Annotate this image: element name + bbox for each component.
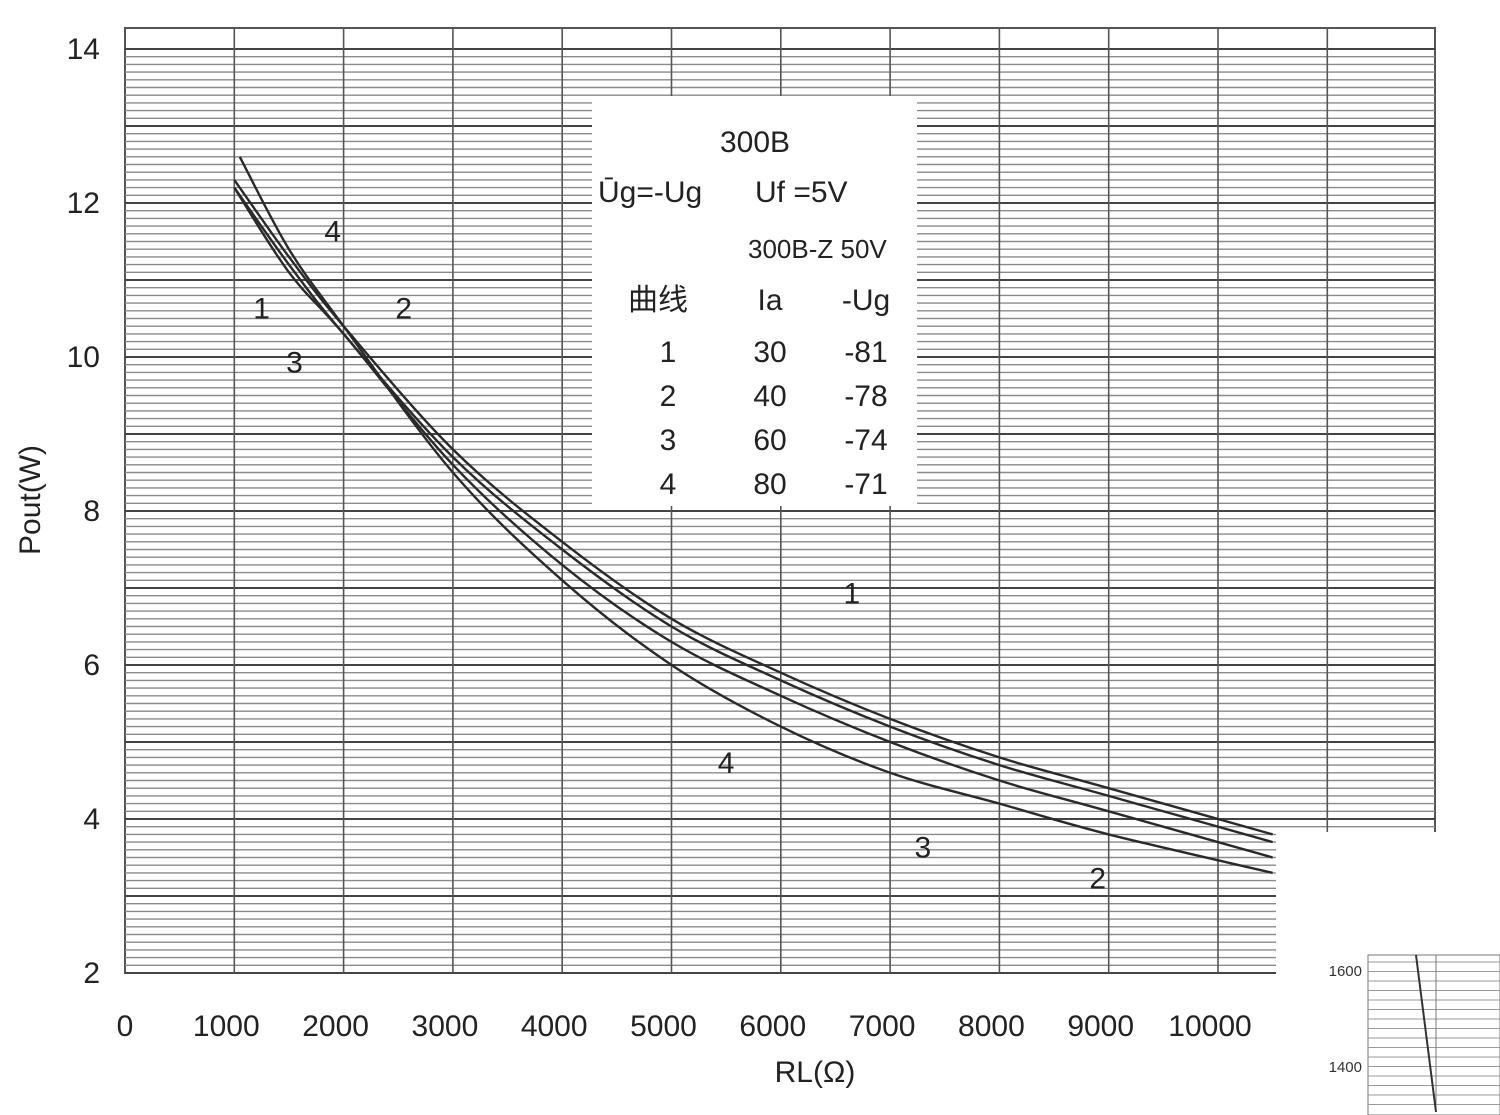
x-tick-label: 8000 [958, 1010, 1025, 1043]
inset-curve [1415, 954, 1437, 1113]
legend-column-header: Ia [757, 284, 782, 317]
legend-condition-1: Ūg=-Ug [598, 176, 702, 209]
x-tick-label: 9000 [1067, 1010, 1134, 1043]
legend-cell: 40 [753, 380, 786, 413]
legend-box [592, 96, 917, 506]
inset-tick-1600: 1600 [1329, 963, 1362, 980]
series-lines [233, 156, 1273, 875]
curve-label: 3 [286, 346, 303, 379]
legend-cell: -71 [844, 468, 887, 501]
curve-label: 3 [915, 832, 932, 865]
x-tick-label: 6000 [739, 1010, 806, 1043]
inset-frame [1367, 954, 1500, 1115]
y-tick-label: 6 [83, 649, 100, 682]
legend-cell: 4 [660, 468, 677, 501]
legend-cell: -78 [844, 380, 887, 413]
y-tick-labels: 2 4 6 8 10 12 14 [67, 33, 100, 990]
legend-table: 曲线 Ia -Ug 1 30 -81 2 40 -78 3 60 -74 4 80 -71 [628, 283, 890, 501]
x-axis-label: RL(Ω) [775, 1056, 856, 1089]
x-tick-label: 2000 [302, 1010, 369, 1043]
x-tick-label: 5000 [630, 1010, 697, 1043]
inset-grid [1368, 955, 1500, 1112]
x-tick-label: 4000 [521, 1010, 588, 1043]
curve-label: 1 [253, 293, 270, 326]
y-tick-label: 2 [83, 957, 100, 990]
curve-label: 4 [324, 216, 341, 249]
legend-condition-2: Uf =5V [755, 176, 848, 209]
y-tick-label: 10 [67, 341, 100, 374]
legend-condition-3: 300B-Z 50V [748, 234, 887, 264]
legend-cell: -74 [844, 424, 887, 457]
legend-cell: 1 [660, 336, 677, 369]
y-tick-label: 8 [83, 495, 100, 528]
x-tick-label: 7000 [849, 1010, 916, 1043]
legend-tube: 300B [720, 126, 790, 159]
legend: 300B Ūg=-Ug Uf =5V 300B-Z 50V 曲线 Ia -Ug 1 30… [592, 96, 917, 506]
curve-label: 4 [718, 747, 735, 780]
series-line-4 [238, 156, 1273, 875]
x-tick-label: 10000 [1168, 1010, 1251, 1043]
x-tick-label: 3000 [412, 1010, 479, 1043]
y-tick-label: 4 [83, 803, 100, 836]
curve-label: 2 [395, 293, 412, 326]
curve-label: 1 [844, 577, 861, 610]
legend-column-header: 曲线 [628, 283, 688, 318]
legend-cell: 60 [753, 424, 786, 457]
legend-cell: 30 [753, 336, 786, 369]
y-axis-label: Pout(W) [14, 445, 47, 555]
legend-cell: -81 [844, 336, 887, 369]
curve-label: 2 [1089, 862, 1106, 895]
x-tick-label: 0 [117, 1010, 134, 1043]
x-tick-labels: 0 1000 2000 3000 4000 5000 6000 7000 8000 9000 100… [117, 1010, 1252, 1043]
series-line-3 [233, 186, 1273, 859]
y-tick-label: 12 [67, 187, 100, 220]
inset-fragment: 1600 1400 [1329, 954, 1500, 1115]
legend-cell: 80 [753, 468, 786, 501]
legend-column-header: -Ug [842, 284, 890, 317]
legend-cell: 2 [660, 380, 677, 413]
x-tick-label: 1000 [193, 1010, 260, 1043]
y-tick-label: 14 [67, 33, 100, 66]
curve-labels: 1 2 3 4 1 4 3 2 [253, 216, 1106, 896]
legend-cell: 3 [660, 424, 677, 457]
inset-tick-1400: 1400 [1329, 1059, 1362, 1076]
